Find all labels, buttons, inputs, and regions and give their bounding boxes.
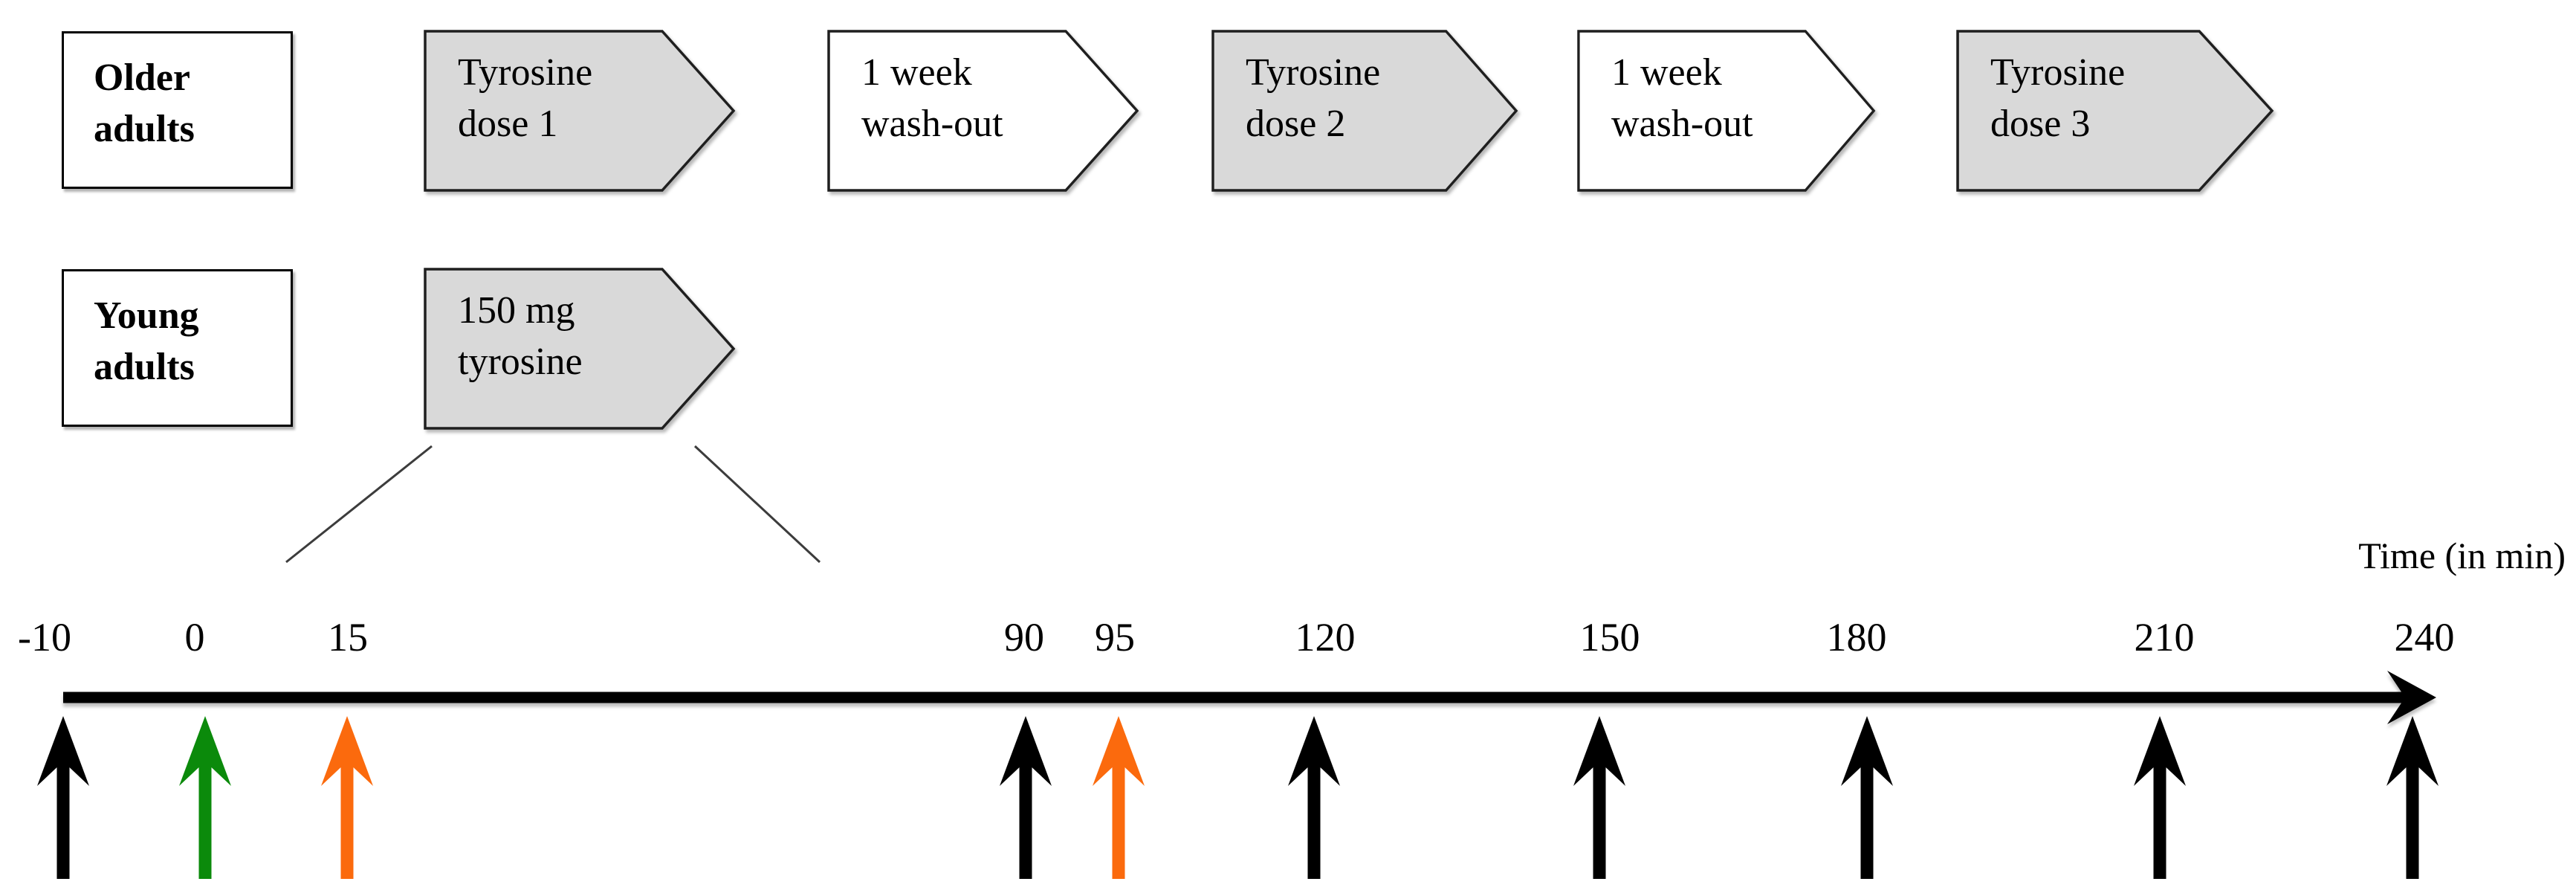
group-box-label: Young adults [94,294,199,388]
event-arrow [1091,716,1146,879]
chevron-border [827,30,1139,192]
chevron-shape [424,268,736,430]
up-arrow-icon [179,716,231,879]
up-arrow-icon [1000,716,1052,879]
chevron-outline [829,31,1137,190]
connector-line-right [693,445,821,564]
phase-label: Tyrosine dose 1 [458,51,593,145]
phase-chevron-tyrosine-dose-2: Tyrosine dose 2 [1211,30,1518,192]
phase-chevron-150mg-tyrosine: 150 mg tyrosine [424,268,736,430]
chevron-border [1956,30,2274,192]
up-arrow-icon [1841,716,1893,879]
group-box-older-adults: Older adults [62,31,293,189]
axis-title: Time (in min) [2358,535,2566,576]
group-box-young-adults: Young adults [62,269,293,427]
tick-label: 210 [2134,615,2195,660]
chevron-shape [1956,30,2274,192]
tick-label: 180 [1826,615,1887,660]
chevron-shape [827,30,1139,192]
up-arrow-icon [321,716,373,879]
chevron-border [424,268,736,430]
event-arrow [1839,716,1894,879]
chevron-shape [1577,30,1876,192]
chevron-outline [425,31,734,190]
event-arrow [1572,716,1627,879]
chevron-outline [1958,31,2272,190]
phase-chevron-tyrosine-dose-1: Tyrosine dose 1 [424,30,736,192]
connector-line-left [285,445,433,564]
up-arrow-icon [37,716,89,879]
tick-label: -10 [18,615,71,660]
event-arrow [36,716,91,879]
chevron-outline [425,269,734,428]
chevron-outline [1578,31,1874,190]
chevron-shape [1211,30,1518,192]
phase-label: 1 week wash-out [1611,51,1753,145]
tick-label: 150 [1579,615,1640,660]
phase-chevron-washout-1: 1 week wash-out [827,30,1139,192]
event-arrow [998,716,1053,879]
up-arrow-icon [1093,716,1145,879]
chevron-border [1577,30,1876,192]
tick-label: 0 [184,615,205,660]
tick-label: 120 [1295,615,1356,660]
tick-label: 90 [1004,615,1044,660]
up-arrow-icon [2134,716,2186,879]
phase-chevron-washout-2: 1 week wash-out [1577,30,1876,192]
tick-label: 240 [2394,615,2455,660]
phase-label: Tyrosine dose 3 [1990,51,2126,145]
event-arrow [1287,716,1342,879]
chevron-border [1211,30,1518,192]
up-arrow-icon [1573,716,1625,879]
event-arrow [178,716,233,879]
phase-chevron-tyrosine-dose-3: Tyrosine dose 3 [1956,30,2274,192]
phase-label: Tyrosine dose 2 [1246,51,1381,145]
up-arrow-icon [1288,716,1340,879]
group-box-label: Older adults [94,57,195,150]
phase-label: 1 week wash-out [861,51,1003,145]
chevron-shape [424,30,736,192]
chevron-outline [1212,31,1517,190]
tick-label: 15 [328,615,368,660]
event-arrow [320,716,375,879]
event-arrow [2385,716,2440,879]
tick-label: 95 [1095,615,1135,660]
event-arrow [2132,716,2187,879]
up-arrow-icon [2386,716,2439,879]
chevron-border [424,30,736,192]
timeline-arrowhead [2387,671,2436,724]
phase-label: 150 mg tyrosine [458,289,583,383]
